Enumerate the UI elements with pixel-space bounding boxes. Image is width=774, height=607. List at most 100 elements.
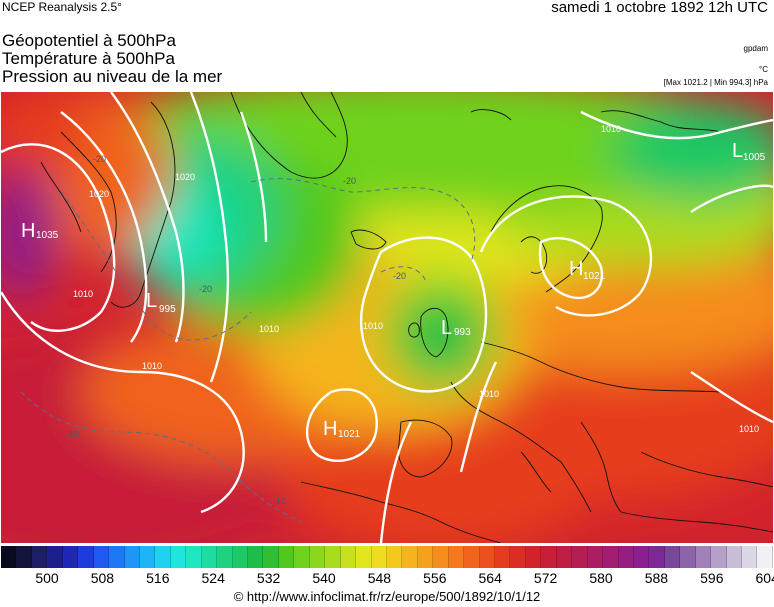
colorbar-swatch [556,546,573,568]
colorbar-tick-label: 564 [478,570,502,586]
colorbar-swatch [340,546,357,568]
weather-map: H 1035 L 995 L 993 H 1021 H 1021 L 1005 [1,92,773,543]
colorbar-tick-label: 508 [90,570,115,586]
colorbar-swatch [248,546,264,568]
isobar-label: 1010 [73,289,93,299]
pressure-center-value: 993 [454,327,471,338]
colorbar-swatch [201,546,218,568]
coastlines [40,92,773,543]
isobar-label: 1020 [175,172,195,182]
pressure-center-value: 1035 [36,230,59,241]
colorbar-tick-label: 588 [644,570,669,586]
colorbar-tick-label: 580 [589,570,613,586]
pressure-center-high-1021-europe: H 1021 [569,258,606,282]
colorbar-tick-label: 556 [423,570,447,586]
colorbar-swatch [649,546,665,568]
colorbar-tick-label: 604 [755,570,774,586]
temperature-label: -20 [93,154,106,164]
colorbar-swatch [633,546,650,568]
colorbar-swatch [170,546,187,568]
isobar-label: 1010 [259,324,279,334]
colorbar-swatch [479,546,495,568]
colorbar-swatch [155,546,171,568]
colorbar-tick-label: 572 [533,570,558,586]
colorbar-swatch [62,546,79,568]
colorbar-tick-label: 548 [367,570,392,586]
date-label: samedi 1 octobre 1892 12h UTC [551,0,768,16]
title-temperature: Température à 500hPa [2,49,175,68]
title-geopotential: Géopotentiel à 500hPa [2,31,176,50]
weather-map-svg: H 1035 L 995 L 993 H 1021 H 1021 L 1005 [1,92,773,543]
pressure-center-type: L [146,290,157,312]
temperature-label: -20 [199,284,212,294]
isobar-label: 1010 [363,321,383,331]
pressure-center-high-1021-atlantic: H 1021 [323,418,361,440]
colorbar-swatch [664,546,681,568]
pressure-center-type: H [21,220,35,242]
colorbar-swatch [386,546,403,568]
colorbar-ticks: 500 508 516 524 532 540 548 556 564 572 580 588 596 6… [0,568,774,588]
colorbar-swatch [433,546,449,568]
colorbar-swatch [417,546,434,568]
isobars [1,92,773,543]
colorbar-tick-label: 516 [146,570,170,586]
unit-geopotential: gpdam [743,44,768,53]
title-pressure: Pression au niveau de la mer [2,67,223,86]
colorbar-tick-label: 524 [201,570,225,586]
isobar-label: 1020 [89,189,109,199]
colorbar-swatch [711,546,727,568]
colorbar-swatch [16,546,32,568]
colorbar-swatch [47,546,63,568]
colorbar-swatch [726,546,742,568]
colorbar-swatch [294,546,310,568]
pressure-center-low-995: L 995 [146,290,176,315]
colorbar-swatch [448,546,465,568]
colorbar-swatch [695,546,712,568]
pressure-center-type: L [441,317,452,339]
pressure-centers: H 1035 L 995 L 993 H 1021 H 1021 L 1005 [21,140,766,440]
colorbar-tick-label: 532 [256,570,281,586]
colorbar-swatch [217,546,233,568]
colorbar-swatch [371,546,387,568]
colorbar-swatch [525,546,542,568]
pressure-center-high-1035: H 1035 [21,220,59,242]
geopotential-colorbar [1,546,773,568]
isobar-label: 1010 [479,389,499,399]
isobar-label: 1010 [601,124,621,134]
temperature-label: -10 [273,496,286,506]
pressure-center-type: H [323,418,337,440]
colorbar-swatch [325,546,341,568]
colorbar-swatch [309,546,326,568]
colorbar-swatch [263,546,279,568]
colorbar-tick-label: 500 [35,570,59,586]
colorbar-swatch [232,546,248,568]
colorbar-swatch [186,546,202,568]
temperature-label: -20 [393,271,406,281]
colorbar-swatch [680,546,696,568]
colorbar-swatch [757,546,773,568]
temperature-contours [20,178,476,523]
pressure-center-value: 1005 [743,152,766,163]
colorbar-tick-label: 596 [700,570,724,586]
isobar-labels: 1010 1010 1010 1010 1010 1010 1010 1020 … [73,124,759,434]
pressure-center-type: H [569,258,583,280]
colorbar-swatch [541,546,557,568]
colorbar-swatch [109,546,125,568]
geopotential-field [1,92,773,543]
pressure-center-value: 1021 [338,429,361,440]
pressure-center-low-1005: L 1005 [732,140,766,163]
temperature-label: -10 [66,429,79,439]
pressure-center-type: L [732,140,743,162]
colorbar-swatch [742,546,758,568]
colorbar-swatch [618,546,634,568]
source-label: NCEP Reanalysis 2.5° [2,0,122,14]
colorbar-swatch [1,546,17,568]
pressure-center-low-993: L 993 [441,317,471,339]
colorbar-swatch [356,546,372,568]
temperature-labels: -20 -20 -20 -20 -10 -10 [66,154,406,506]
copyright-url: © http://www.infoclimat.fr/rz/europe/500… [233,589,541,604]
pressure-center-value: 1021 [583,271,606,282]
colorbar-swatch [278,546,295,568]
colorbar-swatch [464,546,480,568]
colorbar-swatch [139,546,156,568]
